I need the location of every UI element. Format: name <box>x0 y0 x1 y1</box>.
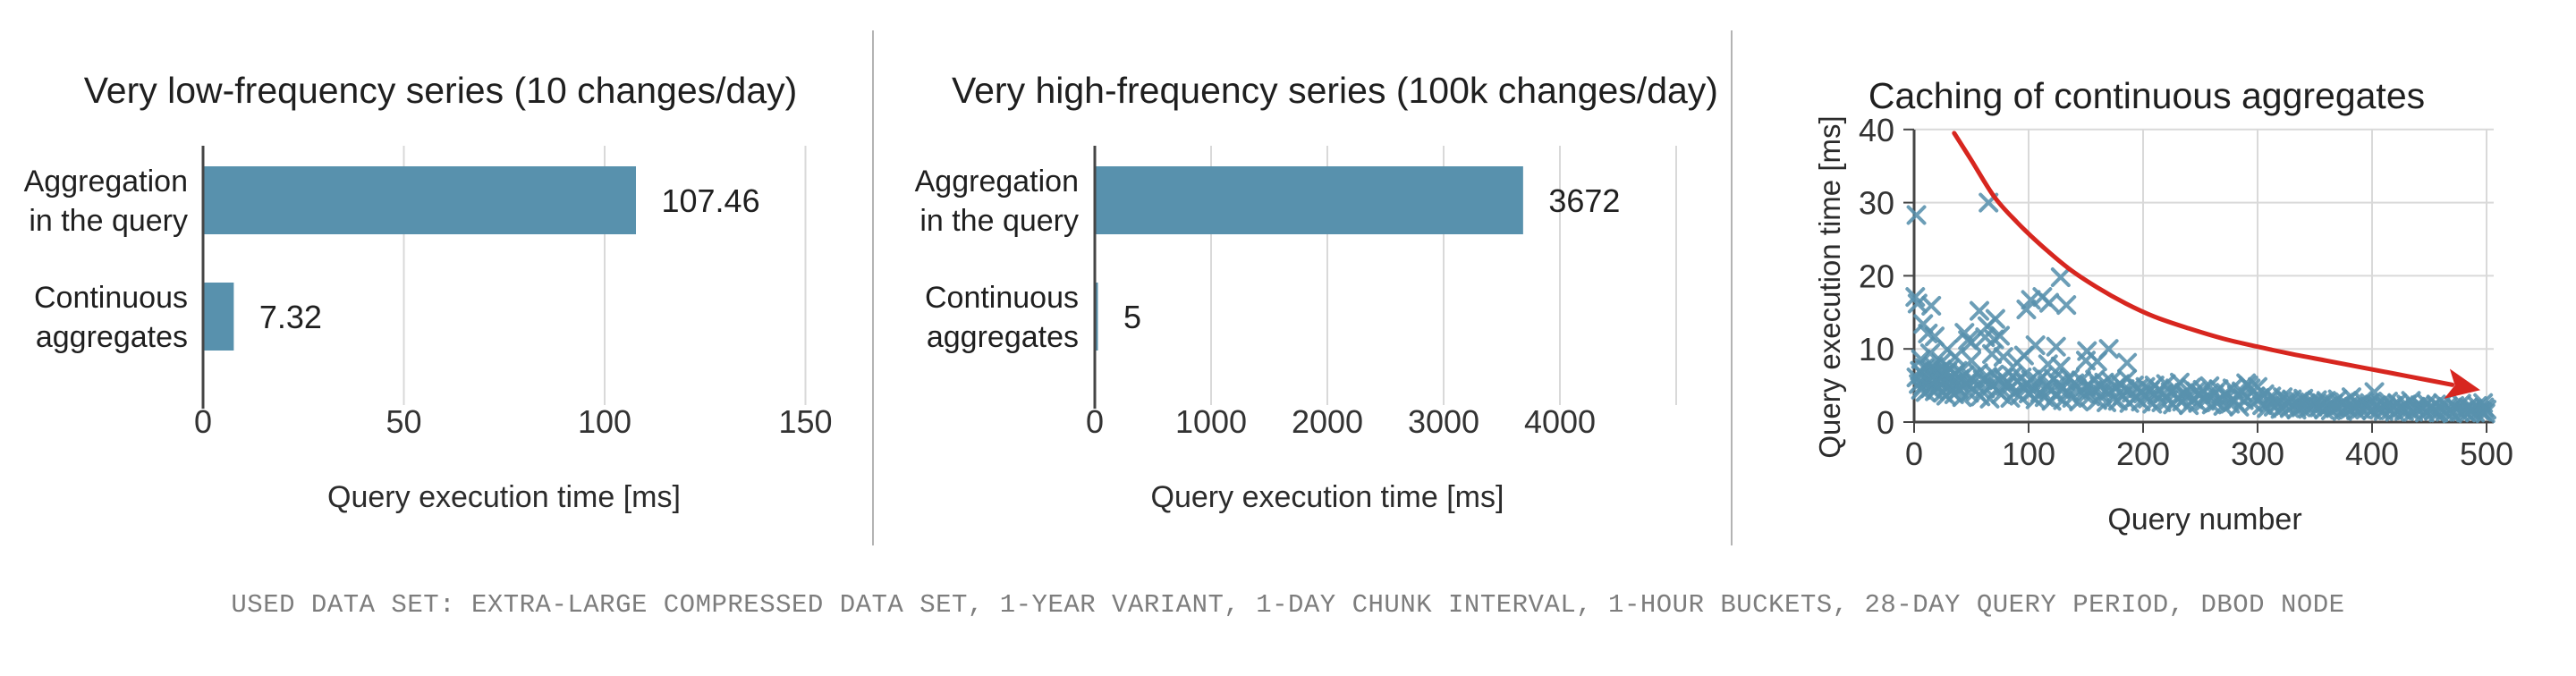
chart-title-high-frequency: Very high-frequency series (100k changes… <box>952 70 1718 111</box>
svg-text:100: 100 <box>2002 435 2055 472</box>
svg-text:4000: 4000 <box>1524 403 1596 440</box>
svg-text:3000: 3000 <box>1408 403 1479 440</box>
dataset-caption: USED DATA SET: EXTRA-LARGE COMPRESSED DA… <box>231 590 2345 620</box>
svg-text:300: 300 <box>2231 435 2284 472</box>
svg-text:10: 10 <box>1859 331 1894 368</box>
panel-low-frequency: Very low-frequency series (10 changes/da… <box>24 18 872 590</box>
svg-text:150: 150 <box>778 403 832 440</box>
svg-text:Aggregation: Aggregation <box>915 165 1079 199</box>
svg-text:50: 50 <box>386 403 421 440</box>
svg-text:Continuous: Continuous <box>925 281 1079 315</box>
chart-title-low-frequency: Very low-frequency series (10 changes/da… <box>83 70 798 111</box>
svg-text:5: 5 <box>1123 299 1141 335</box>
svg-text:100: 100 <box>578 403 631 440</box>
svg-text:aggregates: aggregates <box>36 320 188 354</box>
svg-text:2000: 2000 <box>1292 403 1363 440</box>
svg-text:0: 0 <box>1086 403 1104 440</box>
svg-text:0: 0 <box>1877 404 1894 441</box>
svg-text:20: 20 <box>1859 258 1894 294</box>
x-axis-title-caching: Query number <box>2107 503 2302 537</box>
chart-title-caching: Caching of continuous aggregates <box>1868 75 2426 116</box>
svg-text:400: 400 <box>2345 435 2399 472</box>
svg-text:200: 200 <box>2116 435 2170 472</box>
panel-divider-right <box>1731 30 1733 545</box>
svg-text:Aggregation: Aggregation <box>24 165 188 199</box>
y-axis-title-caching: Query execution time [ms] <box>1813 115 1846 459</box>
svg-text:500: 500 <box>2460 435 2513 472</box>
panel-divider-left <box>872 30 874 545</box>
svg-text:40: 40 <box>1859 112 1894 148</box>
svg-text:0: 0 <box>1905 435 1923 472</box>
panel-caching: Caching of continuous aggregates 0 10 20 30… <box>1744 18 2558 590</box>
x-axis-title-low-frequency: Query execution time [ms] <box>327 480 681 514</box>
svg-text:Continuous: Continuous <box>34 281 188 315</box>
panel-high-frequency: Very high-frequency series (100k changes… <box>886 18 1731 590</box>
svg-text:7.32: 7.32 <box>259 299 322 335</box>
svg-text:in the query: in the query <box>29 204 188 238</box>
bar-chart-high-frequency: 0 1000 2000 3000 4000 3672 Aggregation in the q… <box>915 146 1677 440</box>
svg-text:107.46: 107.46 <box>661 182 759 219</box>
svg-text:30: 30 <box>1859 185 1894 222</box>
svg-text:1000: 1000 <box>1175 403 1247 440</box>
svg-text:aggregates: aggregates <box>927 320 1079 354</box>
x-axis-title-high-frequency: Query execution time [ms] <box>1150 480 1504 514</box>
bar-chart-low-frequency: 0 50 100 150 107.46 Aggregation in the query 7.… <box>24 146 833 440</box>
svg-text:0: 0 <box>194 403 212 440</box>
svg-text:in the query: in the query <box>919 204 1079 238</box>
svg-text:3672: 3672 <box>1548 182 1620 219</box>
